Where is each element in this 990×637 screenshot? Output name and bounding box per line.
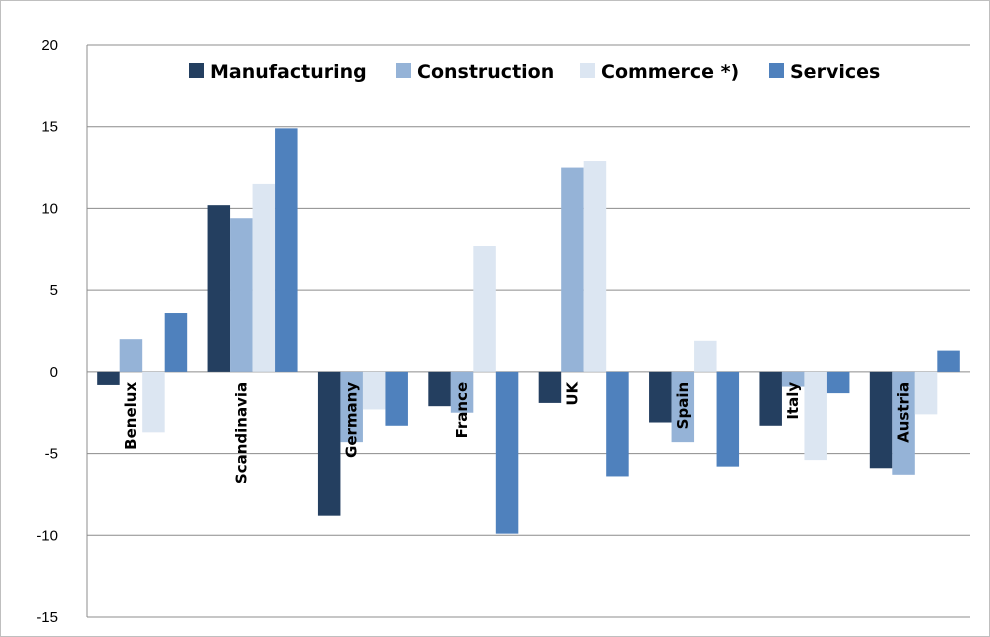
- category-label-benelux: Benelux: [122, 382, 140, 450]
- category-label-austria: Austria: [895, 382, 913, 443]
- category-label-scandinavia: Scandinavia: [232, 382, 250, 484]
- bar-uk-services: [606, 371, 629, 477]
- y-tick-label: 10: [41, 200, 58, 217]
- bar-germany-construction: [340, 371, 363, 443]
- bars: [97, 128, 960, 534]
- bar-austria-services: [937, 350, 960, 372]
- legend: Manufacturing Construction Commerce *) Serv…: [189, 61, 880, 83]
- legend-swatch-services: [769, 63, 784, 78]
- bar-scandinavia-commerce: [252, 183, 276, 372]
- bar-france-construction: [450, 371, 474, 413]
- y-tick-label: -5: [45, 446, 58, 463]
- bar-uk-construction: [561, 167, 584, 372]
- bar-benelux-construction: [119, 339, 143, 372]
- y-tick-label: 5: [50, 282, 58, 299]
- y-tick-label: -15: [36, 609, 58, 626]
- bar-germany-manufacturing: [317, 371, 341, 516]
- category-label-germany: Germany: [343, 382, 361, 458]
- bar-austria-manufacturing: [869, 371, 893, 469]
- legend-label-commerce: Commerce *): [601, 61, 739, 83]
- bar-france-commerce: [473, 246, 496, 372]
- bar-uk-commerce: [583, 161, 607, 372]
- legend-swatch-manufacturing: [189, 63, 204, 78]
- y-axis-tick-labels: 20 15 10 5 0 -5 -10 -15: [36, 37, 58, 626]
- bar-spain-services: [716, 371, 740, 467]
- bar-italy-commerce: [804, 371, 827, 461]
- bar-spain-manufacturing: [649, 371, 672, 423]
- category-label-uk: UK: [563, 380, 581, 405]
- bar-austria-construction: [892, 371, 915, 475]
- bar-italy-construction: [781, 371, 805, 387]
- bar-benelux-manufacturing: [97, 371, 120, 385]
- bar-spain-construction: [671, 371, 695, 443]
- bar-france-manufacturing: [428, 371, 451, 407]
- bar-italy-services: [826, 371, 850, 394]
- bar-germany-commerce: [362, 371, 386, 410]
- y-tick-label: -10: [36, 527, 58, 544]
- bar-benelux-services: [164, 313, 188, 372]
- legend-label-services: Services: [790, 61, 880, 83]
- bar-spain-commerce: [694, 340, 717, 372]
- y-tick-label: 15: [41, 119, 58, 136]
- category-labels: Benelux Scandinavia Germany France UK Spain It…: [122, 380, 913, 484]
- bar-italy-manufacturing: [759, 371, 782, 426]
- y-tick-label: 20: [41, 37, 58, 54]
- category-label-italy: Italy: [784, 382, 802, 420]
- bar-uk-manufacturing: [538, 371, 562, 403]
- legend-label-manufacturing: Manufacturing: [210, 61, 367, 83]
- bar-benelux-commerce: [142, 371, 165, 433]
- legend-swatch-construction: [396, 63, 411, 78]
- legend-swatch-commerce: [580, 63, 595, 78]
- bar-germany-services: [385, 371, 408, 426]
- legend-label-construction: Construction: [417, 61, 554, 83]
- bar-scandinavia-services: [275, 128, 298, 372]
- bar-scandinavia-construction: [230, 218, 253, 372]
- y-tick-label: 0: [50, 364, 58, 381]
- bar-austria-commerce: [914, 371, 938, 415]
- category-label-france: France: [453, 382, 471, 439]
- bar-france-services: [495, 371, 519, 534]
- category-label-spain: Spain: [674, 382, 692, 429]
- bar-scandinavia-manufacturing: [207, 205, 231, 372]
